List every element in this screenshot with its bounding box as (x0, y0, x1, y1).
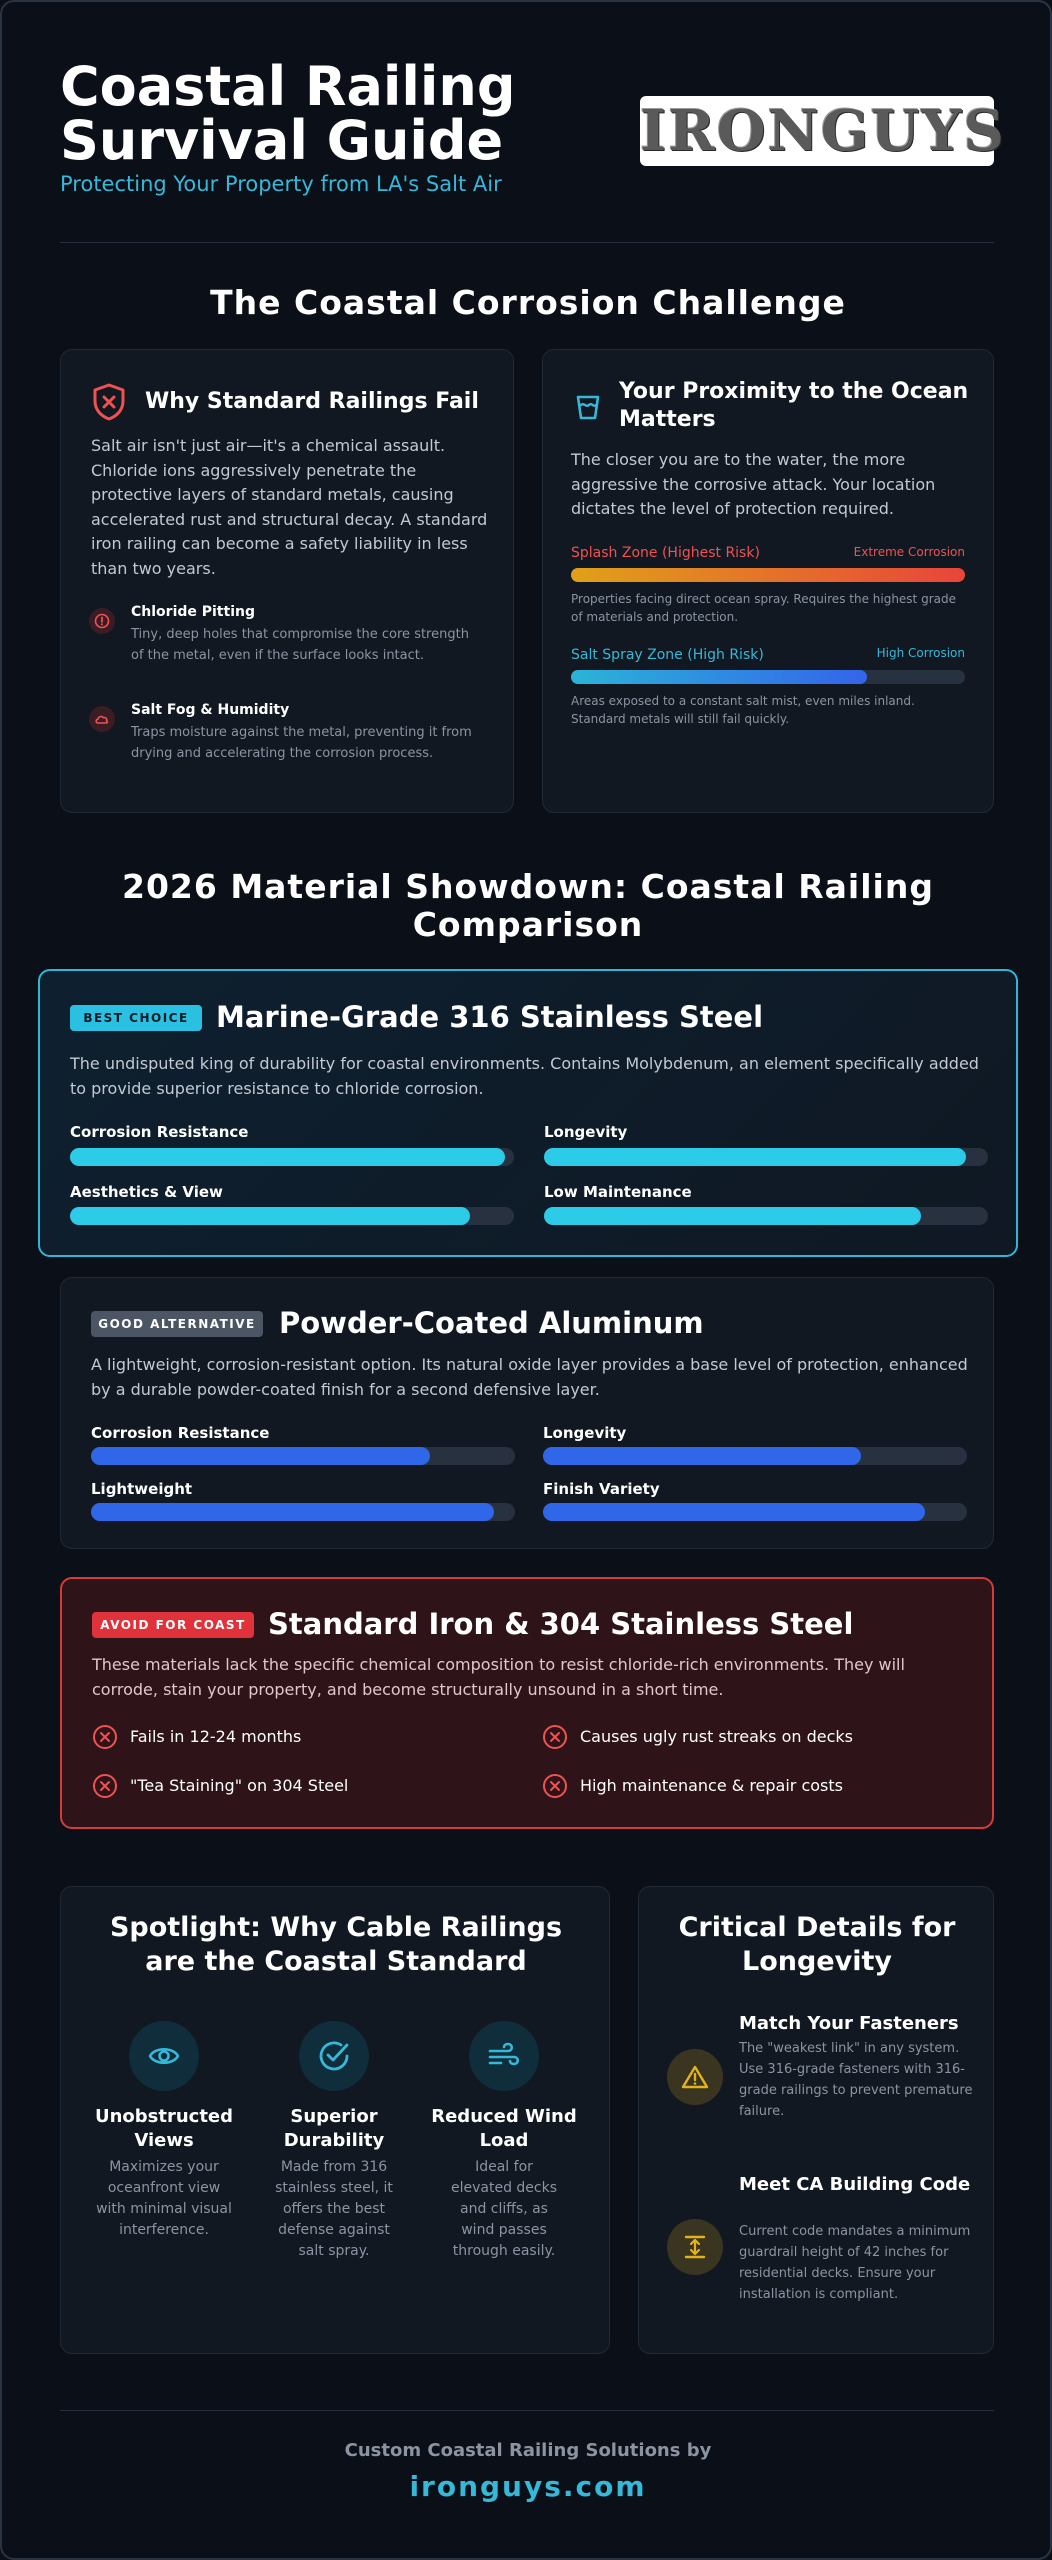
avoid-card: AVOID FOR COAST Standard Iron & 304 Stai… (60, 1577, 994, 1829)
page-subtitle: Protecting Your Property from LA's Salt … (60, 172, 502, 196)
zone-bar-track-splash (571, 568, 965, 582)
good-metric-track (91, 1503, 515, 1521)
avoid-point: High maintenance & repair costs (580, 1776, 843, 1795)
avoid-point: "Tea Staining" on 304 Steel (130, 1776, 349, 1795)
good-metric-track (543, 1503, 967, 1521)
why-fail-card: Why Standard Railings Fail Salt air isn'… (60, 349, 514, 813)
zone-level-salt-spray: High Corrosion (876, 646, 965, 660)
best-metric-fill (70, 1207, 470, 1225)
good-metric-fill (91, 1447, 431, 1465)
why-fail-title: Why Standard Railings Fail (145, 389, 479, 414)
footer-website-link[interactable]: ironguys.com (409, 2470, 647, 2503)
detail-title-fasteners: Match Your Fasteners (739, 2013, 959, 2034)
waves-bucket-icon (573, 392, 603, 422)
avoid-badge: AVOID FOR COAST (92, 1612, 254, 1638)
point-text-salt-fog: Traps moisture against the metal, preven… (131, 725, 472, 761)
x-circle-icon (542, 1773, 568, 1799)
best-metric-track (544, 1148, 988, 1166)
cloud-icon (89, 706, 115, 732)
shield-x-icon (91, 382, 127, 422)
good-metric-label: Longevity (543, 1424, 627, 1442)
zone-level-splash: Extreme Corrosion (853, 545, 965, 559)
good-metric-fill (543, 1503, 925, 1521)
zone-desc-salt-spray: Areas exposed to a constant salt mist, e… (571, 694, 915, 726)
best-metric-track (70, 1207, 514, 1225)
page-title: Coastal Railing Survival Guide (60, 55, 516, 172)
best-choice-body: The undisputed king of durability for co… (70, 1054, 979, 1098)
detail-text-code: Current code mandates a minimum guardrai… (739, 2224, 971, 2302)
avoid-point: Fails in 12-24 months (130, 1727, 302, 1746)
x-circle-icon (542, 1724, 568, 1750)
x-circle-icon (92, 1773, 118, 1799)
zone-name-salt-spray: Salt Spray Zone (High Risk) (571, 647, 764, 663)
why-fail-body: Salt air isn't just air—it's a chemical … (91, 436, 488, 578)
best-metric-track (544, 1207, 988, 1225)
good-metric-label: Corrosion Resistance (91, 1424, 270, 1442)
feature-text-views: Maximizes your oceanfront view with mini… (96, 2159, 232, 2238)
showdown-section-title: 2026 Material Showdown: Coastal Railing … (121, 867, 934, 944)
zone-bar-fill-splash (571, 568, 965, 582)
feature-title-views: Unobstructed Views (94, 2106, 234, 2151)
best-choice-title: Marine-Grade 316 Stainless Steel (216, 1000, 764, 1034)
good-metric-label: Lightweight (91, 1480, 193, 1498)
good-metric-fill (543, 1447, 861, 1465)
good-alternative-body: A lightweight, corrosion-resistant optio… (91, 1355, 968, 1399)
zone-bar-track-salt-spray (571, 670, 965, 684)
best-choice-badge: BEST CHOICE (70, 1005, 202, 1031)
spotlight-title: Spotlight: Why Cable Railings are the Co… (109, 1912, 563, 1977)
best-metric-label: Corrosion Resistance (70, 1123, 249, 1141)
point-text-chloride: Tiny, deep holes that compromise the cor… (131, 627, 469, 663)
best-metric-fill (70, 1148, 506, 1166)
x-circle-icon (92, 1724, 118, 1750)
good-metric-label: Finish Variety (543, 1480, 660, 1498)
feature-title-durability: Superior Durability (283, 2106, 385, 2151)
best-choice-card: BEST CHOICE Marine-Grade 316 Stainless S… (38, 969, 1018, 1257)
point-title-salt-fog: Salt Fog & Humidity (131, 702, 290, 718)
avoid-body: These materials lack the specific chemic… (92, 1655, 905, 1699)
spotlight-card: Spotlight: Why Cable Railings are the Co… (60, 1886, 610, 2354)
best-metric-label: Aesthetics & View (70, 1183, 223, 1201)
eye-icon (129, 2021, 199, 2091)
zone-desc-splash: Properties facing direct ocean spray. Re… (571, 592, 956, 624)
good-alternative-title: Powder-Coated Aluminum (279, 1306, 704, 1340)
good-metric-track (543, 1447, 967, 1465)
details-card: Critical Details for Longevity Match You… (638, 1886, 994, 2354)
proximity-title: Your Proximity to the Ocean Matters (619, 379, 969, 432)
best-metric-label: Longevity (544, 1123, 628, 1141)
feature-title-wind: Reduced Wind Load (431, 2106, 577, 2151)
proximity-body: The closer you are to the water, the mor… (571, 450, 936, 518)
best-metric-fill (544, 1207, 922, 1225)
feature-text-wind: Ideal for elevated decks and cliffs, as … (450, 2159, 558, 2259)
details-title: Critical Details for Longevity (678, 1912, 956, 1977)
best-metric-track (70, 1148, 514, 1166)
avoid-title: Standard Iron & 304 Stainless Steel (268, 1607, 854, 1641)
zone-name-splash: Splash Zone (Highest Risk) (571, 545, 760, 561)
header-divider (60, 242, 994, 243)
good-alternative-badge: GOOD ALTERNATIVE (91, 1311, 263, 1337)
good-metric-track (91, 1447, 515, 1465)
good-metric-fill (91, 1503, 494, 1521)
ironguys-logo: IRONGUYS (640, 96, 1006, 166)
best-metric-label: Low Maintenance (544, 1183, 692, 1201)
good-alternative-card: GOOD ALTERNATIVE Powder-Coated Aluminum … (60, 1277, 994, 1549)
detail-title-code: Meet CA Building Code (739, 2174, 971, 2195)
logo-text: IRONGUYS (640, 98, 1006, 164)
proximity-card: Your Proximity to the Ocean Matters The … (542, 349, 994, 813)
check-circle-icon (299, 2021, 369, 2091)
zone-bar-fill-salt-spray (571, 670, 867, 684)
best-metric-fill (544, 1148, 966, 1166)
alert-circle-icon (89, 608, 115, 634)
detail-text-fasteners: The "weakest link" in any system. Use 31… (739, 2041, 973, 2119)
warning-icon (667, 2049, 723, 2105)
footer-divider (60, 2410, 994, 2411)
height-icon (667, 2219, 723, 2275)
feature-text-durability: Made from 316 stainless steel, it offers… (275, 2159, 393, 2259)
footer-label: Custom Coastal Railing Solutions by (344, 2440, 712, 2461)
avoid-point: Causes ugly rust streaks on decks (580, 1727, 854, 1746)
wind-icon (469, 2021, 539, 2091)
point-title-chloride: Chloride Pitting (131, 604, 255, 620)
challenge-section-title: The Coastal Corrosion Challenge (210, 283, 846, 322)
